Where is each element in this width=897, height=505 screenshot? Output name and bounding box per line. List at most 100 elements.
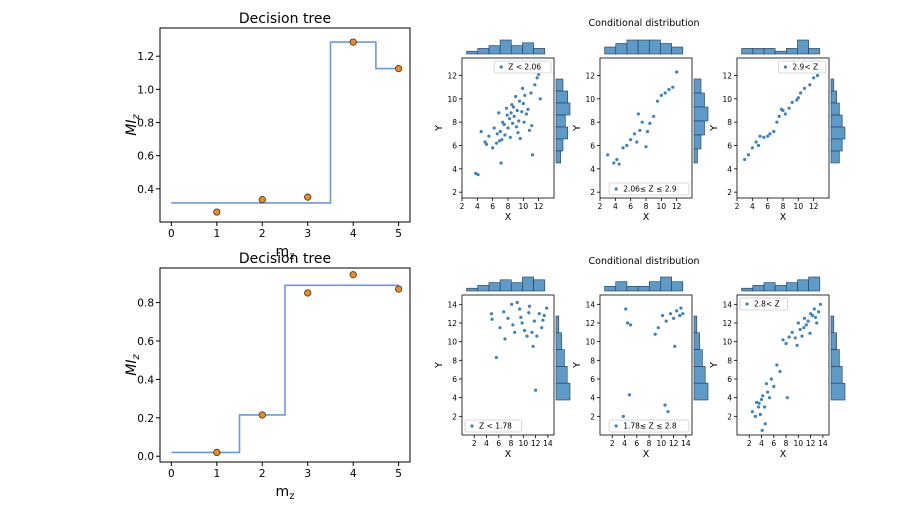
scatter-point: [501, 120, 505, 124]
hist-top-bar: [671, 281, 684, 292]
scatter-point: [796, 96, 800, 100]
scatter-point: [510, 302, 514, 306]
scatter-point: [763, 422, 767, 426]
y-tick-label: 6: [590, 142, 595, 151]
data-point: [349, 38, 357, 46]
hist-top-bar: [808, 276, 821, 292]
hist-top-bar: [741, 287, 754, 292]
scatter-point: [802, 316, 807, 320]
scatter-point: [772, 129, 776, 134]
scatter-point: [660, 313, 665, 318]
hist-right-bar: [830, 349, 840, 367]
x-tick-label: 10: [657, 202, 667, 211]
scatter-point: [804, 323, 808, 327]
scatter-point: [644, 145, 648, 149]
y-tick-label: 0.4: [137, 374, 154, 386]
data-point: [258, 411, 266, 419]
scatter-point: [796, 321, 800, 325]
x-tick-label: 4: [622, 439, 627, 448]
x-axis-label: X: [505, 449, 512, 460]
legend-label: 1.78≤ Z ≤ 2.8: [623, 422, 677, 431]
scatter-point: [636, 112, 640, 116]
scatter-point: [779, 107, 784, 111]
scatter-point: [815, 73, 820, 78]
x-tick-label: 14: [818, 439, 828, 448]
scatter-point: [520, 86, 525, 90]
scatter-point: [764, 382, 769, 386]
hist-top-bar: [499, 39, 512, 55]
y-tick-label: 12: [722, 72, 732, 81]
scatter-point: [617, 162, 621, 166]
y-tick-label: 0.0: [137, 451, 154, 463]
scatter-point: [629, 138, 633, 142]
y-tick-label: 10: [585, 338, 595, 347]
x-tick-label: 1: [213, 228, 220, 240]
y-axis-label: Y: [572, 125, 583, 132]
scatter-point: [504, 106, 509, 110]
legend-box: [608, 419, 690, 433]
scatter-point: [663, 91, 667, 95]
x-tick-label: 10: [519, 202, 529, 211]
scatter-point: [505, 113, 509, 117]
x-tick-label: 1: [213, 468, 220, 480]
hist-top-bar: [604, 286, 617, 292]
hist-top-bar: [533, 48, 546, 55]
hist-right-bar: [830, 366, 843, 384]
scatter-point: [632, 132, 637, 136]
scatter-point: [672, 316, 676, 320]
y-tick-label: 6: [590, 375, 595, 384]
scatter-point: [489, 312, 494, 316]
scatter-point: [511, 323, 515, 327]
scatter-point: [527, 128, 532, 132]
y-axis-label: Y: [709, 125, 720, 132]
hist-right-bar: [830, 102, 840, 116]
scatter-point: [483, 140, 487, 144]
hist-right-bar: [693, 315, 698, 334]
data-point: [304, 289, 312, 297]
x-axis-label: X: [780, 212, 787, 223]
x-tick-label: 2: [460, 202, 465, 211]
scatter-point: [541, 318, 545, 322]
y-tick-label: 2: [590, 188, 595, 197]
hist-top-bar: [785, 48, 798, 55]
scatter-point: [816, 310, 821, 314]
data-point: [304, 193, 312, 201]
scatter-point: [758, 412, 762, 417]
scatter-point: [808, 83, 812, 87]
legend: Z < 1.78: [464, 419, 523, 433]
y-tick-label: 1.2: [137, 51, 154, 63]
panel-frame: [736, 57, 830, 199]
scatter-point: [499, 161, 503, 165]
legend: 2.8< Z: [739, 297, 788, 311]
plot-title: Decision tree: [239, 251, 331, 267]
scatter-point: [756, 405, 761, 409]
plot-title: Decision tree: [239, 11, 331, 27]
hist-right-bar: [555, 382, 571, 401]
y-tick-label: 12: [585, 72, 595, 81]
scatter-point: [515, 300, 519, 305]
legend-box: [778, 60, 827, 74]
scatter-point: [785, 396, 789, 400]
scatter-point: [778, 369, 782, 374]
scatter-panel-2: 2 4 6 8 10 12 2 4 6 8 10 12 X Y 2.06≤ Z ≤ 2.9: [572, 39, 709, 223]
scatter-point: [513, 330, 517, 334]
hist-top-bar: [671, 46, 684, 55]
scatter-point: [753, 414, 758, 418]
hist-top-bar: [499, 279, 512, 292]
x-axis-label: X: [505, 212, 512, 223]
scatter-point: [760, 428, 764, 432]
scatter-point: [758, 134, 762, 138]
scatter-point: [497, 139, 502, 143]
scatter-point: [503, 337, 507, 341]
scatter-point: [763, 405, 767, 409]
x-tick-label: 2: [472, 439, 477, 448]
hist-right-bar: [555, 332, 562, 350]
scatter-point: [799, 91, 803, 95]
x-tick-label: 4: [350, 468, 357, 480]
hist-right-bar: [555, 366, 568, 384]
scatter-point: [629, 323, 633, 327]
scatter-point: [490, 317, 494, 321]
hist-right-bar: [693, 106, 709, 122]
scatter-point: [514, 125, 519, 129]
